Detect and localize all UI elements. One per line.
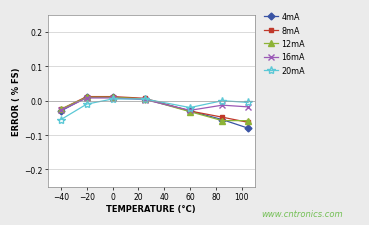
- 20mA: [85, 103, 89, 106]
- Line: 4mA: 4mA: [58, 95, 251, 131]
- 12mA: [246, 120, 251, 122]
- 8mA: [110, 96, 115, 99]
- 4mA: [188, 110, 192, 113]
- 12mA: [85, 97, 89, 99]
- Legend: 4mA, 8mA, 12mA, 16mA, 20mA: 4mA, 8mA, 12mA, 16mA, 20mA: [263, 12, 306, 76]
- Line: 8mA: 8mA: [58, 95, 251, 125]
- 16mA: [110, 97, 115, 100]
- Line: 20mA: 20mA: [57, 95, 252, 124]
- 16mA: [142, 99, 147, 101]
- 16mA: [188, 110, 192, 112]
- 4mA: [220, 119, 224, 122]
- 16mA: [59, 110, 63, 112]
- 4mA: [59, 110, 63, 113]
- Y-axis label: ERROR ( % FS): ERROR ( % FS): [12, 67, 21, 135]
- 20mA: [246, 102, 251, 104]
- Text: www.cntronics.com: www.cntronics.com: [262, 209, 344, 218]
- 8mA: [188, 110, 192, 113]
- Line: 12mA: 12mA: [58, 95, 251, 124]
- 20mA: [142, 98, 147, 101]
- 4mA: [246, 127, 251, 130]
- 16mA: [246, 106, 251, 109]
- 16mA: [220, 104, 224, 107]
- 12mA: [220, 120, 224, 122]
- 8mA: [246, 122, 251, 124]
- 12mA: [59, 108, 63, 111]
- 8mA: [220, 116, 224, 119]
- 20mA: [188, 107, 192, 109]
- 8mA: [142, 97, 147, 100]
- Line: 16mA: 16mA: [58, 95, 252, 114]
- 4mA: [142, 98, 147, 101]
- 4mA: [110, 97, 115, 99]
- 16mA: [85, 97, 89, 100]
- 12mA: [142, 98, 147, 101]
- 20mA: [220, 100, 224, 103]
- X-axis label: TEMPERATURE (°C): TEMPERATURE (°C): [107, 204, 196, 213]
- 12mA: [110, 97, 115, 99]
- 20mA: [59, 119, 63, 122]
- 20mA: [110, 98, 115, 101]
- 8mA: [59, 108, 63, 111]
- 4mA: [85, 97, 89, 99]
- 12mA: [188, 111, 192, 114]
- 8mA: [85, 96, 89, 99]
